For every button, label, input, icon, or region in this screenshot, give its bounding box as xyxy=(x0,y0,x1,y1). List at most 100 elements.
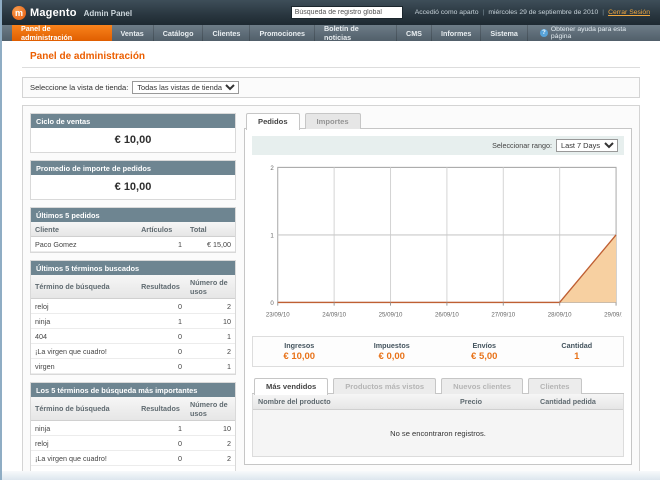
top-search-row[interactable]: reloj 0 2 xyxy=(31,435,235,451)
current-date-text: miércoles 29 de septiembre de 2010 xyxy=(488,9,599,16)
top-search-col-numero-de-usos: Número de usos xyxy=(186,397,235,421)
nav-item-clientes[interactable]: Clientes xyxy=(203,25,251,41)
svg-text:2: 2 xyxy=(270,165,274,172)
stat-envios: Envíos € 5,00 xyxy=(438,341,531,362)
products-col-cantidad-pedida: Cantidad pedida xyxy=(540,397,596,406)
svg-text:0: 0 xyxy=(270,300,274,307)
last-search-row[interactable]: 404 0 1 xyxy=(31,328,235,344)
nav-item-catalogo[interactable]: Catálogo xyxy=(154,25,204,41)
last-search-row[interactable]: virgen 0 1 xyxy=(31,358,235,374)
orders-chart: 0 1 2 23/09/10 24/09/10 25/09/10 26/09/10 27/09… xyxy=(252,162,629,329)
average-orders-box: Promedio de importe de pedidos € 10,00 xyxy=(30,160,236,200)
last-search-title: Últimos 5 términos buscados xyxy=(31,261,235,275)
nav-item-cms[interactable]: CMS xyxy=(397,25,432,41)
stat-label: Ingresos xyxy=(284,341,315,350)
last-orders-cell: 1 xyxy=(137,236,187,252)
nav-item-informes[interactable]: Informes xyxy=(432,25,482,41)
help-icon: ? xyxy=(539,29,548,37)
nav-item-boletin-de-noticias[interactable]: Boletín de noticias xyxy=(315,24,397,42)
svg-text:26/09/10: 26/09/10 xyxy=(435,311,459,318)
last-search-cell: 10 xyxy=(186,313,235,329)
nav-item-panel-de-administracion[interactable]: Panel de administración xyxy=(12,24,112,42)
products-table: Nombre del producto Precio Cantidad pedida… xyxy=(252,394,624,457)
top-search-row[interactable]: ninja 1 10 xyxy=(31,420,235,436)
store-view-switcher: Seleccione la vista de tienda: Todas las… xyxy=(22,77,640,98)
tab-pedidos[interactable]: Pedidos xyxy=(246,113,300,130)
lifetime-sales-value: € 10,00 xyxy=(114,134,152,146)
last-orders-row[interactable]: Paco Gomez 1 € 15,00 xyxy=(31,236,235,252)
magento-logo-icon: m xyxy=(12,5,26,20)
svg-text:28/09/10: 28/09/10 xyxy=(548,311,572,318)
products-empty-text: No se encontraron registros. xyxy=(253,410,623,456)
last-orders-col-total: Total xyxy=(186,222,235,237)
svg-text:1: 1 xyxy=(270,232,274,239)
nav-item-ventas[interactable]: Ventas xyxy=(112,25,154,41)
last-search-row[interactable]: ¡La virgen que cuadro! 0 2 xyxy=(31,343,235,359)
nav-item-sistema[interactable]: Sistema xyxy=(481,25,528,41)
help-link[interactable]: ? Obtener ayuda para esta página xyxy=(528,25,660,41)
svg-text:27/09/10: 27/09/10 xyxy=(491,311,515,318)
tab-productos-mas-vistos: Productos más vistos xyxy=(333,378,437,394)
last-orders-title: Últimos 5 pedidos xyxy=(31,208,235,222)
top-search-table: Término de búsqueda Resultados Número de u… xyxy=(31,397,235,480)
last-search-col-resultados: Resultados xyxy=(137,275,187,299)
last-search-col-numero-de-usos: Número de usos xyxy=(186,275,235,299)
products-col-nombre-del-producto: Nombre del producto xyxy=(258,397,331,406)
products-table-header: Nombre del producto Precio Cantidad pedida xyxy=(253,394,623,410)
products-tabs: Más vendidos Productos más vistos Nuevos c… xyxy=(252,378,624,395)
store-switcher-label: Seleccione la vista de tienda: xyxy=(30,83,129,92)
top-search-row[interactable]: ¡La virgen que cuadro! 0 2 xyxy=(31,450,235,466)
tab-importes[interactable]: Importes xyxy=(304,113,361,129)
last-search-row[interactable]: ninja 1 10 xyxy=(31,313,235,329)
top-search-cell: reloj xyxy=(31,435,138,451)
stat-value: € 10,00 xyxy=(283,351,316,362)
nav-item-promociones[interactable]: Promociones xyxy=(250,25,315,41)
last-orders-col-cliente: Cliente xyxy=(31,222,138,237)
dashboard-right-column: Pedidos Importes Seleccionar rango: Last … xyxy=(244,113,632,465)
last-search-col-termino-de-busqueda: Término de búsqueda xyxy=(31,275,138,299)
last-search-cell: ¡La virgen que cuadro! xyxy=(31,343,138,359)
products-section: Más vendidos Productos más vistos Nuevos c… xyxy=(252,378,624,457)
stat-ingresos: Ingresos € 10,00 xyxy=(253,341,346,362)
stat-value: € 5,00 xyxy=(471,351,498,362)
last-search-cell: 0 xyxy=(137,298,187,314)
last-orders-table: Cliente Artículos Total Paco Gomez 1 € 15,00 xyxy=(31,222,235,252)
last-search-cell: virgen xyxy=(31,358,138,374)
last-search-cell: 2 xyxy=(186,343,235,359)
last-search-table: Término de búsqueda Resultados Número de u… xyxy=(31,275,235,374)
last-search-cell: ninja xyxy=(31,313,138,329)
top-search-cell: 1 xyxy=(137,420,187,436)
logo-subtitle: Admin Panel xyxy=(83,8,133,18)
global-search-input[interactable] xyxy=(290,6,403,19)
user-info: Accedió como aparto | miércoles 29 de se… xyxy=(415,9,650,16)
lifetime-sales-box: Ciclo de ventas € 10,00 xyxy=(30,113,236,153)
last-search-box: Últimos 5 términos buscados Término de b… xyxy=(30,260,236,375)
diagram-tabs: Pedidos Importes xyxy=(244,113,632,130)
logo-title: Magento xyxy=(30,6,77,19)
top-search-cell: 2 xyxy=(186,450,235,466)
magento-logo[interactable]: m Magento Admin Panel xyxy=(12,5,133,20)
last-search-cell: 0 xyxy=(137,358,187,374)
last-search-cell: 404 xyxy=(31,328,138,344)
logout-link[interactable]: Cerrar Sesión xyxy=(608,9,650,16)
store-switcher-select[interactable]: Todas las vistas de tienda xyxy=(132,81,240,94)
stat-label: Impuestos xyxy=(373,341,410,350)
last-orders-box: Últimos 5 pedidos Cliente Artículos Total P… xyxy=(30,207,236,253)
svg-text:23/09/10: 23/09/10 xyxy=(266,311,290,318)
last-search-row[interactable]: reloj 0 2 xyxy=(31,298,235,314)
range-select[interactable]: Last 7 Days xyxy=(556,139,618,152)
top-search-cell: 10 xyxy=(186,420,235,436)
svg-text:25/09/10: 25/09/10 xyxy=(379,311,403,318)
last-search-cell: 0 xyxy=(137,343,187,359)
main-nav: Panel de administración Ventas Catálogo Cli… xyxy=(2,24,660,42)
dashboard-left-column: Ciclo de ventas € 10,00 Promedio de impo… xyxy=(30,113,236,480)
products-col-precio: Precio xyxy=(460,397,482,406)
last-orders-col-articulos: Artículos xyxy=(137,222,187,237)
page-title: Panel de administración xyxy=(30,51,146,62)
logged-in-as-text: Accedió como aparto xyxy=(414,9,479,16)
tab-mas-vendidos[interactable]: Más vendidos xyxy=(254,378,329,395)
top-search-cell: 2 xyxy=(186,435,235,451)
last-search-cell: 0 xyxy=(137,328,187,344)
top-search-box: Los 5 términos de búsqueda más important… xyxy=(30,382,236,480)
average-orders-title: Promedio de importe de pedidos xyxy=(31,161,235,175)
